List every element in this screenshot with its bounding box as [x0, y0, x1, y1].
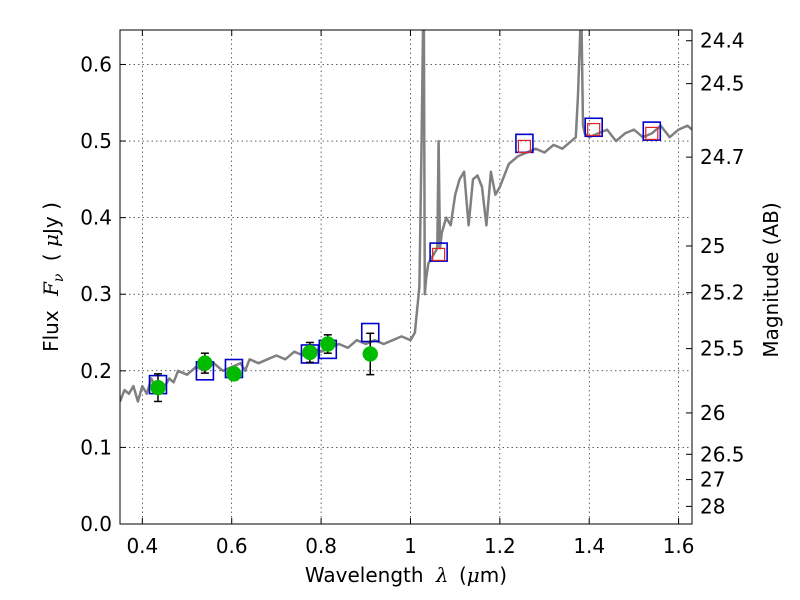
model-photometry-square [584, 117, 603, 138]
x-tick-label: 1.6 [663, 534, 695, 558]
y-axis-title: Flux Fν ( μJy ) [39, 202, 68, 352]
x-tick-label: 0.8 [305, 534, 337, 558]
tick-labels: 0.4 0.6 0.8 1 1.2 1.4 1.6 0.0 0.1 0.2 0.3 0.4 0.5 0.6… [80, 29, 744, 558]
x-axis-title-unit-prefix: ( [459, 563, 467, 587]
y-axis-title-unit-prefix: ( [39, 247, 63, 261]
x-tick-label: 1 [404, 534, 417, 558]
plot-frame [119, 29, 693, 525]
nir-photometry-square [645, 126, 659, 140]
y-tick-label: 0.0 [80, 512, 112, 536]
x-tick-label: 1.4 [573, 534, 605, 558]
spectrum-line [120, 30, 692, 403]
x-axis-title-unit-suffix: m) [480, 563, 507, 587]
y-axis-title-unit-mu: μ [39, 234, 63, 247]
y-axis-title-text: Flux [39, 310, 63, 352]
grid-lines [120, 30, 692, 524]
nir-photometry-square [432, 247, 446, 262]
y-tick-label: 0.6 [80, 52, 112, 76]
y-axis-title-symbol-sub: ν [51, 273, 67, 282]
observed-photometry-point [150, 379, 166, 396]
series-layer [120, 30, 692, 403]
observed-photometry-point [320, 336, 336, 352]
x-axis-title-unit-mu: μ [467, 563, 480, 587]
y2-tick-label: 27 [700, 468, 725, 492]
y2-tick-label: 24.5 [700, 72, 745, 96]
y2-tick-label: 25.5 [700, 337, 745, 361]
y-tick-label: 0.1 [80, 435, 112, 459]
y2-tick-label: 26 [700, 401, 725, 425]
y-tick-label: 0.4 [80, 206, 112, 230]
observed-photometry-point [302, 344, 318, 361]
axis-ticks [120, 30, 692, 525]
y2-tick-label: 28 [700, 494, 725, 518]
nir-photometry-square [517, 139, 532, 154]
x-tick-label: 0.6 [216, 534, 248, 558]
y2-tick-label: 25.2 [700, 281, 745, 305]
nir-photometry-square [587, 122, 601, 137]
x-axis-title-symbol: λ [435, 563, 449, 587]
model-photometry-square [429, 242, 448, 262]
y2-tick-label: 26.5 [700, 442, 745, 466]
x-axis-title: Wavelength λ (μm) [305, 563, 507, 587]
model-photometry-square [642, 121, 662, 141]
y-tick-label: 0.5 [80, 129, 112, 153]
observed-photometry-point [197, 355, 213, 371]
observed-photometry-point [362, 346, 378, 362]
y-axis-title-symbol: F [39, 281, 63, 297]
y2-tick-label: 24.4 [700, 29, 745, 53]
y2-axis-title: Magnitude (AB) [759, 202, 783, 357]
y2-tick-label: 24.7 [700, 145, 745, 169]
x-tick-label: 1.2 [484, 534, 516, 558]
y2-tick-label: 25 [700, 234, 725, 258]
y-tick-label: 0.3 [80, 282, 112, 306]
y-axis-title-unit-suffix: Jy ) [39, 202, 63, 236]
x-tick-label: 0.4 [126, 534, 158, 558]
x-axis-title-text: Wavelength [305, 563, 424, 587]
observed-photometry-point [226, 366, 242, 382]
y-tick-label: 0.2 [80, 359, 112, 383]
